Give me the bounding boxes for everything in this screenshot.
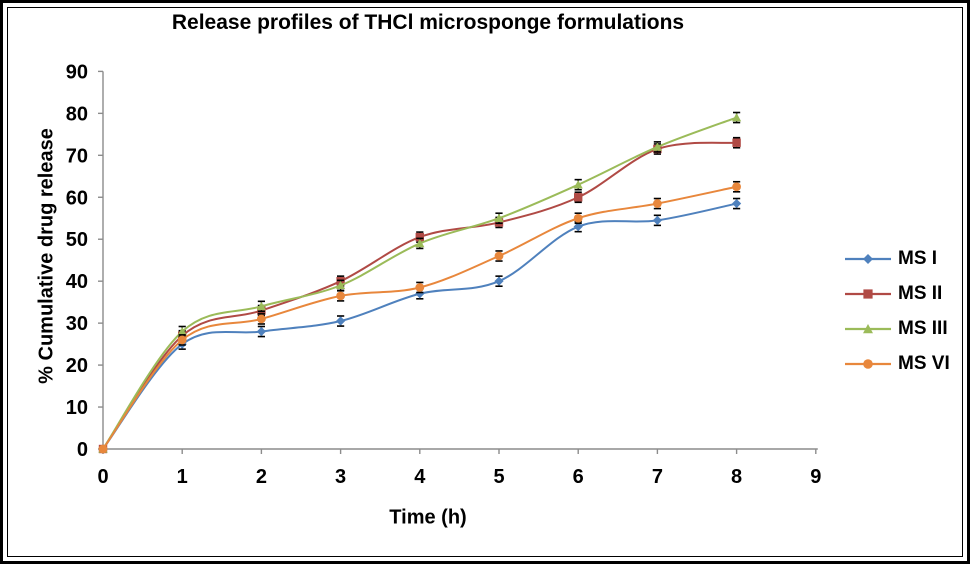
y-tick-label: 80 (66, 103, 88, 125)
series-ms-iii (98, 111, 742, 453)
y-tick-label: 70 (66, 145, 88, 167)
series-line (102, 185, 737, 450)
y-tick-label: 50 (66, 229, 88, 251)
x-axis-title: Time (h) (389, 506, 467, 529)
y-tick-label: 60 (66, 187, 88, 209)
legend-label: MS I (898, 247, 938, 269)
x-tick-label: 8 (731, 466, 742, 488)
legend-item-ms-iii: MS III (845, 311, 950, 346)
chart-area: Release profiles of THCl microsponge for… (7, 7, 963, 557)
legend: MS I MS II MS III MS VI (845, 241, 950, 381)
legend-item-ms-vi: MS VI (845, 346, 950, 381)
x-tick-label: 1 (177, 466, 188, 488)
x-tick-label: 3 (335, 466, 346, 488)
legend-marker-triangle-icon (845, 323, 891, 333)
legend-marker-circle-icon (845, 358, 891, 369)
x-tick-label: 4 (414, 466, 426, 488)
y-axis-title: % Cumulative drug release (35, 128, 58, 384)
legend-label: MS III (898, 317, 948, 339)
legend-item-ms-ii: MS II (845, 276, 950, 311)
x-tick-label: 7 (652, 466, 663, 488)
chart-title: Release profiles of THCl microsponge for… (171, 11, 685, 34)
x-tick-label: 0 (97, 466, 108, 488)
x-tick-label: 6 (573, 466, 584, 488)
series-ms-vi (98, 180, 741, 454)
y-tick-label: 10 (66, 397, 88, 419)
legend-label: MS VI (898, 352, 950, 374)
y-tick-label: 20 (66, 355, 88, 377)
legend-marker-diamond-icon (845, 253, 891, 264)
y-tick-label: 0 (77, 439, 88, 461)
y-tick-label: 40 (66, 271, 88, 293)
legend-item-ms-i: MS I (845, 241, 950, 276)
x-tick-label: 2 (256, 466, 267, 488)
x-tick-label: 5 (493, 466, 504, 488)
x-tick-label: 9 (810, 466, 821, 488)
legend-marker-square-icon (845, 288, 891, 299)
y-tick-label: 30 (66, 313, 88, 335)
legend-label: MS II (898, 282, 943, 304)
y-tick-label: 90 (66, 61, 88, 83)
